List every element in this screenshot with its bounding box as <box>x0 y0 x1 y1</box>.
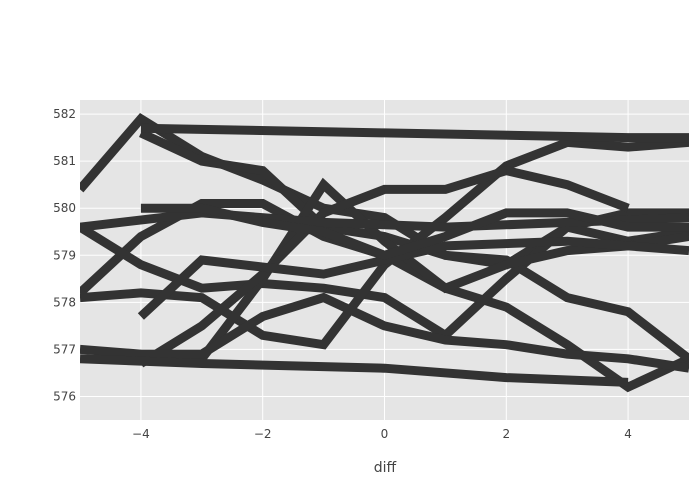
series-line-4 <box>80 137 689 350</box>
series-line-6 <box>140 177 689 364</box>
x-axis-ticks: −4 −2 0 2 4 <box>132 427 632 441</box>
x-axis-label: diff <box>374 460 397 476</box>
y-axis-ticks: 576 577 578 579 580 581 582 <box>53 107 76 403</box>
y-tick-label: 576 <box>53 389 76 403</box>
y-tick-label: 579 <box>53 248 76 262</box>
y-tick-label: 578 <box>53 295 76 309</box>
series-line-9 <box>80 354 629 387</box>
x-tick-label: −4 <box>132 427 150 441</box>
x-tick-label: −2 <box>254 427 272 441</box>
x-tick-label: 4 <box>624 427 632 441</box>
series-line-13 <box>140 123 689 143</box>
y-tick-label: 582 <box>53 107 76 121</box>
y-tick-label: 577 <box>53 342 76 356</box>
series-line-7 <box>138 165 630 368</box>
x-tick-label: 0 <box>381 427 389 441</box>
x-tick-label: 2 <box>502 427 510 441</box>
series-line-12 <box>140 203 689 261</box>
series-line-8 <box>80 292 689 373</box>
y-tick-label: 581 <box>53 154 76 168</box>
series-layer <box>80 112 689 393</box>
y-tick-label: 580 <box>53 201 76 215</box>
